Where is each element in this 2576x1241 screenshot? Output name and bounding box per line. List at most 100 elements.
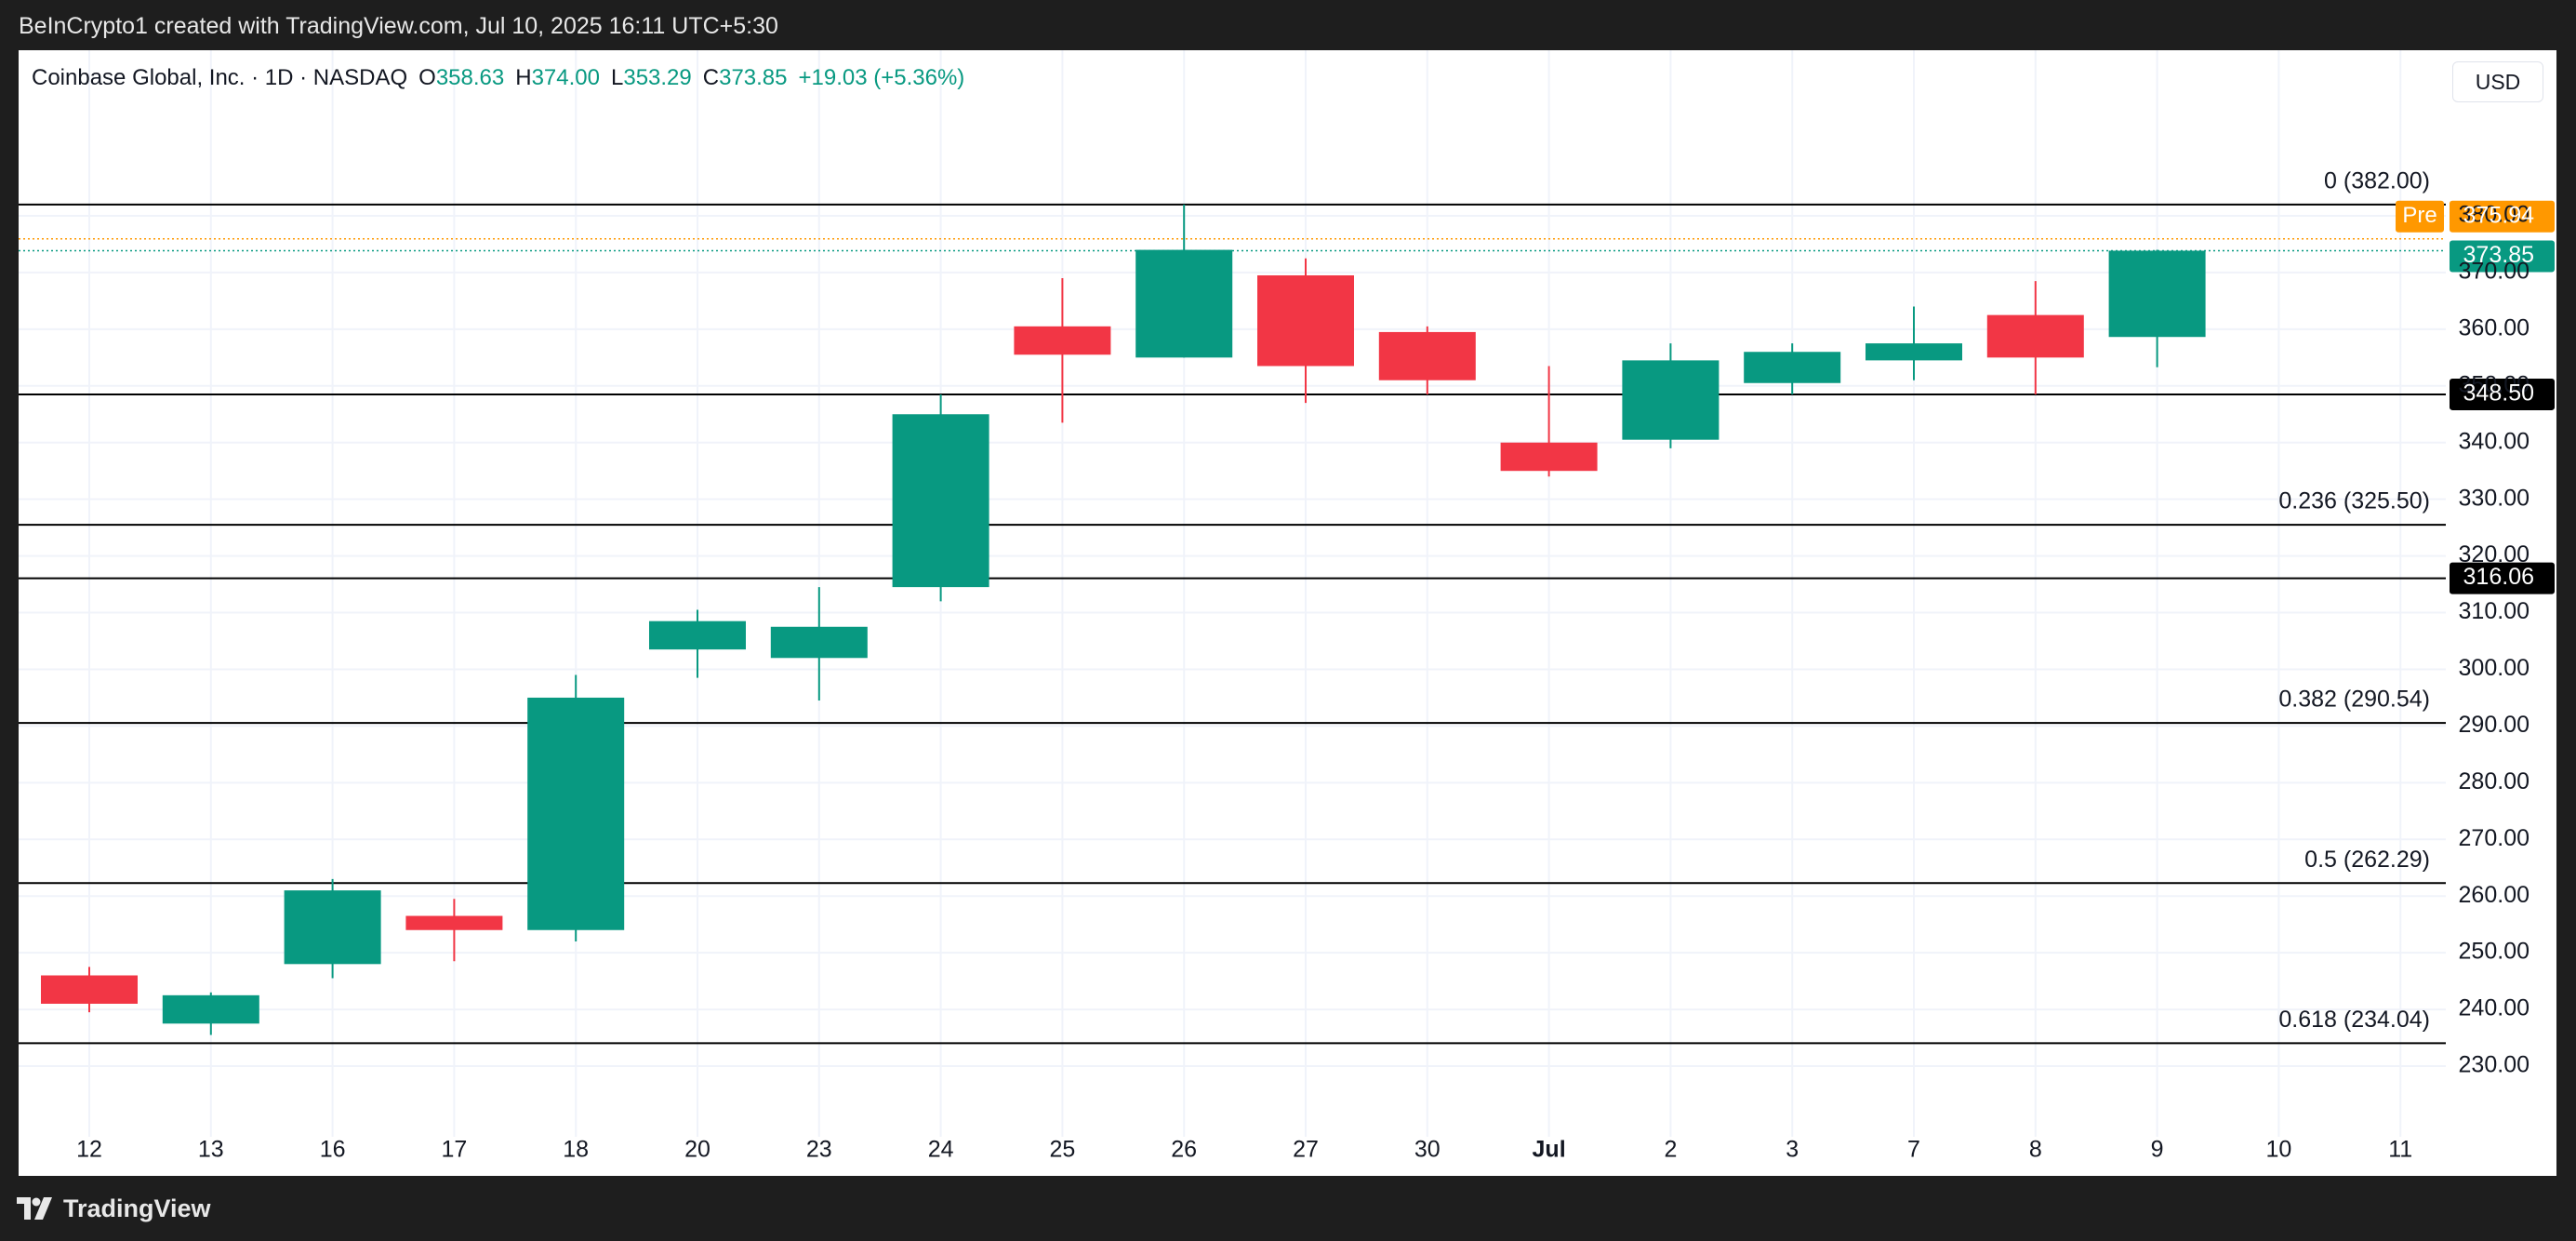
symbol-name: Coinbase Global, Inc. · 1D · NASDAQ (32, 65, 408, 90)
y-tick-label: 230.00 (2459, 1052, 2530, 1078)
tradingview-logo-text: TradingView (63, 1194, 211, 1222)
y-tick-label: 340.00 (2459, 428, 2530, 454)
x-tick-label: 27 (1293, 1137, 1319, 1163)
x-tick-label: Jul (1533, 1137, 1566, 1163)
footer-bar: TradingView (0, 1176, 2576, 1241)
price-tag-label: 373.85 (2463, 242, 2534, 268)
candle (527, 674, 625, 941)
candle-body (284, 890, 381, 965)
candle-body (649, 620, 746, 650)
currency-button[interactable]: USD (2452, 61, 2543, 102)
tradingview-logo-icon (17, 1197, 52, 1220)
x-tick-label: 16 (320, 1137, 346, 1163)
y-tick-label: 300.00 (2459, 655, 2530, 681)
candle (1378, 326, 1476, 394)
candle-body (770, 626, 868, 659)
chart-panel[interactable]: 0 (382.00) 0.236 (325.50) 0.382 (290.54) 0.… (19, 50, 2556, 1176)
y-tick-label: 330.00 (2459, 485, 2530, 511)
pre-tag-label: Pre (2402, 203, 2437, 228)
high-value: 374.00 (531, 65, 600, 90)
candle-body (1866, 343, 1962, 361)
candle (770, 587, 868, 701)
fib-level-label: 0.5 (262.29) (2304, 847, 2430, 873)
close-label: C (702, 65, 720, 90)
x-tick-label: 2 (1664, 1137, 1677, 1163)
x-tick-label: 7 (1907, 1137, 1920, 1163)
candle-body (1257, 274, 1354, 367)
candle (162, 992, 259, 1035)
horizontal-levels (19, 393, 2446, 580)
x-tick-label: 12 (76, 1137, 102, 1163)
candle (1986, 281, 2084, 394)
x-tick-label: 13 (198, 1137, 224, 1163)
candle-body (1622, 360, 1720, 440)
y-tick-label: 290.00 (2459, 712, 2530, 738)
change-value: +19.03 (+5.36%) (798, 65, 965, 90)
low-value: 353.29 (623, 65, 692, 90)
candle (405, 899, 503, 962)
fib-level-label: 0.618 (234.04) (2278, 1007, 2430, 1033)
candle-body (405, 915, 503, 930)
x-tick-label: 24 (928, 1137, 954, 1163)
candle (1257, 258, 1354, 404)
level-tag-bg (2450, 562, 2555, 594)
candle-body (1500, 442, 1598, 472)
high-label: H (515, 65, 532, 90)
y-tick-label: 240.00 (2459, 995, 2530, 1021)
x-tick-label: 23 (806, 1137, 832, 1163)
candle (892, 394, 989, 602)
price-tag-bg (2450, 200, 2555, 233)
candle-body (162, 994, 259, 1024)
x-tick-label: 11 (2388, 1137, 2412, 1163)
price-tag-label: 375.94 (2463, 202, 2535, 228)
candle-body (1378, 331, 1476, 380)
candle-body (2108, 250, 2206, 338)
y-tick-label: 360.00 (2459, 314, 2530, 340)
fib-level-label: 0.382 (290.54) (2278, 687, 2430, 713)
candle (1866, 306, 1962, 380)
candle (284, 878, 381, 979)
candles (41, 204, 2206, 1035)
fib-level-label: 0.236 (325.50) (2278, 488, 2430, 514)
candle (41, 967, 138, 1013)
grid-lines (19, 50, 2446, 1137)
x-tick-label: 30 (1414, 1137, 1441, 1163)
close-value: 373.85 (719, 65, 788, 90)
fib-level-label: 0 (382.00) (2324, 167, 2430, 193)
fibonacci-levels (19, 203, 2446, 1045)
y-tick-label: 260.00 (2459, 882, 2530, 908)
pre-tag-bg (2396, 200, 2444, 233)
candle (2108, 249, 2206, 367)
x-tick-label: 8 (2029, 1137, 2042, 1163)
candlestick-chart[interactable]: 0 (382.00) 0.236 (325.50) 0.382 (290.54) 0.… (19, 50, 2556, 1176)
y-tick-label: 370.00 (2459, 259, 2530, 285)
price-lines (19, 237, 2446, 252)
x-tick-label: 17 (441, 1137, 467, 1163)
y-tick-label: 250.00 (2459, 939, 2530, 965)
x-tick-label: 9 (2151, 1137, 2164, 1163)
low-label: L (610, 65, 624, 90)
candle (1500, 366, 1598, 477)
x-tick-label: 25 (1049, 1137, 1075, 1163)
y-tick-label: 270.00 (2459, 825, 2530, 851)
price-tag-bg (2450, 240, 2555, 273)
y-tick-label: 310.00 (2459, 598, 2530, 624)
x-tick-label: 3 (1786, 1137, 1799, 1163)
tradingview-logo[interactable]: TradingView (17, 1193, 211, 1224)
y-tick-label: 280.00 (2459, 768, 2530, 794)
symbol-legend: Coinbase Global, Inc. · 1D · NASDAQ O358.… (32, 65, 964, 91)
y-tick-label: 320.00 (2459, 541, 2530, 567)
candle-body (892, 414, 989, 588)
x-tick-label: 10 (2265, 1137, 2291, 1163)
x-tick-label: 26 (1171, 1137, 1197, 1163)
y-tick-label: 350.00 (2459, 371, 2530, 397)
candle-body (41, 975, 138, 1004)
attribution-text: BeInCrypto1 created with TradingView.com… (19, 13, 778, 39)
candle (649, 609, 746, 678)
candle-body (527, 697, 625, 930)
open-value: 358.63 (435, 65, 505, 90)
x-tick-label: 18 (563, 1137, 589, 1163)
candle (1135, 204, 1233, 358)
level-tag-label: 348.50 (2463, 380, 2534, 407)
candle-body (1744, 352, 1841, 383)
